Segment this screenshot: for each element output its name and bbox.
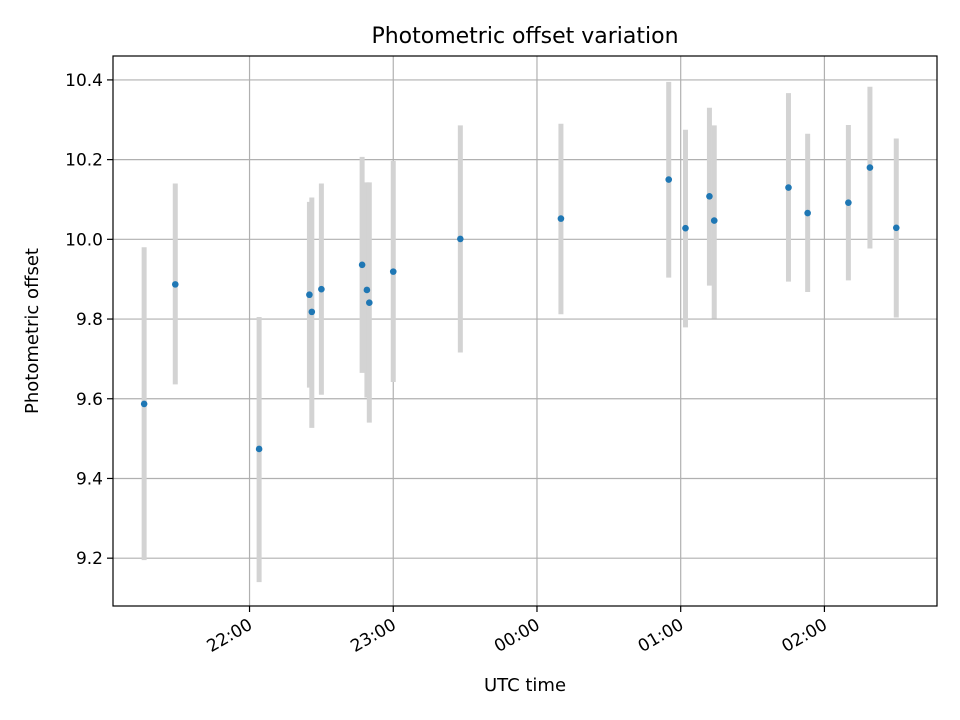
data-point [308, 308, 316, 316]
data-point [318, 285, 325, 293]
y-tick-label: 10.0 [65, 230, 103, 250]
y-tick-label: 9.4 [76, 469, 103, 489]
data-point [892, 224, 900, 232]
x-axis-label: UTC time [484, 675, 566, 696]
data-point [665, 176, 673, 183]
data-point [710, 217, 718, 224]
x-tick-label: 01:00 [635, 615, 687, 657]
data-point [140, 400, 148, 408]
y-tick-label: 10.2 [65, 151, 103, 171]
data-point [706, 192, 713, 200]
data-point [785, 184, 792, 191]
data-point [363, 286, 371, 294]
plot-frame [112, 55, 938, 607]
data-point [845, 199, 852, 206]
data-point [457, 235, 464, 243]
data-point [557, 215, 565, 222]
y-tick-label: 10.4 [65, 71, 103, 91]
data-point [866, 164, 874, 171]
grid [113, 56, 937, 606]
x-tick-label: 22:00 [204, 615, 256, 657]
data-point [358, 261, 366, 269]
data-point [366, 299, 373, 307]
chart-title: Photometric offset variation [371, 24, 678, 49]
data-point [306, 291, 313, 299]
x-tick-label: 02:00 [778, 615, 830, 657]
data-point [804, 209, 811, 217]
y-tick-label: 9.6 [76, 390, 103, 410]
y-tick-label: 9.8 [76, 310, 103, 330]
data-point [682, 224, 689, 232]
data-point [389, 268, 397, 275]
y-tick-label: 9.2 [76, 549, 103, 569]
data-point [255, 445, 263, 453]
error-bars [141, 81, 899, 583]
x-tick-label: 00:00 [491, 615, 543, 657]
y-axis-label: Photometric offset [22, 248, 43, 414]
data-point [171, 281, 179, 288]
data-points [140, 164, 900, 453]
x-tick-label: 23:00 [347, 615, 399, 657]
